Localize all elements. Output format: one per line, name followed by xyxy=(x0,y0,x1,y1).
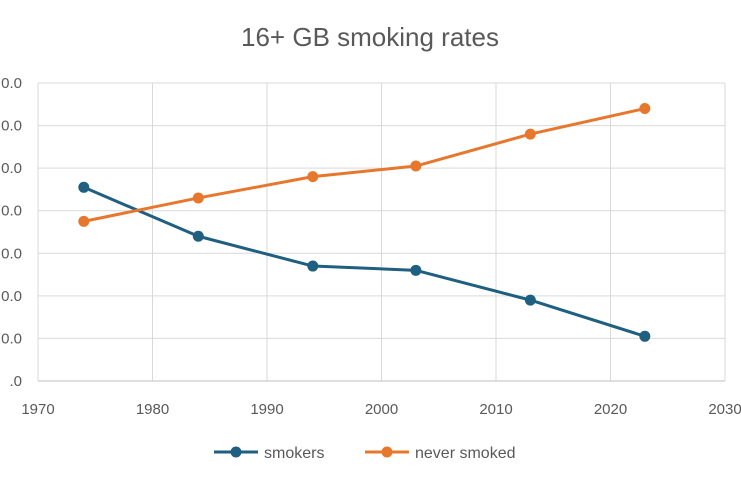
data-point xyxy=(524,294,536,306)
y-tick-label: 0.0 xyxy=(1,245,22,262)
data-point xyxy=(524,128,536,140)
axes: .0 0.0 0.0 0.0 0.0 0.0 0.0 0.0 1970 1980 1990 2000 2… xyxy=(1,75,741,418)
data-point xyxy=(78,181,90,193)
y-tick-label: 0.0 xyxy=(1,75,22,92)
data-point xyxy=(307,171,319,183)
legend-item-never-smoked: never smoked xyxy=(365,445,516,462)
x-tick-label: 2030 xyxy=(708,401,741,418)
legend-item-smokers: smokers xyxy=(214,445,324,462)
data-point xyxy=(410,160,422,172)
data-point xyxy=(192,192,204,204)
grid xyxy=(38,82,726,381)
series-smokers xyxy=(78,181,651,342)
y-tick-label: 0.0 xyxy=(1,203,22,220)
x-tick-label: 2020 xyxy=(594,401,627,418)
data-point xyxy=(78,215,90,227)
data-point xyxy=(192,230,204,242)
data-point xyxy=(410,264,422,276)
y-tick-label: .0 xyxy=(9,373,22,390)
legend-label: smokers xyxy=(264,445,324,462)
series xyxy=(78,103,651,342)
series-line xyxy=(83,107,646,223)
x-tick-label: 2000 xyxy=(365,401,398,418)
legend-label: never smoked xyxy=(415,445,516,462)
legend-marker xyxy=(381,446,393,458)
y-tick-label: 0.0 xyxy=(1,288,22,305)
x-tick-label: 1990 xyxy=(250,401,283,418)
data-point xyxy=(639,103,651,115)
series-line xyxy=(83,185,646,338)
series-never-smoked xyxy=(78,103,651,227)
x-tick-label: 2010 xyxy=(479,401,512,418)
data-point xyxy=(307,260,319,272)
y-tick-label: 0.0 xyxy=(1,160,22,177)
y-tick-label: 0.0 xyxy=(1,330,22,347)
x-tick-label: 1980 xyxy=(136,401,169,418)
data-point xyxy=(639,330,651,342)
legend-marker xyxy=(230,446,242,458)
y-tick-label: 0.0 xyxy=(1,118,22,135)
legend: smokers never smoked xyxy=(214,445,516,462)
x-tick-label: 1970 xyxy=(21,401,54,418)
chart-title: 16+ GB smoking rates xyxy=(241,22,499,52)
